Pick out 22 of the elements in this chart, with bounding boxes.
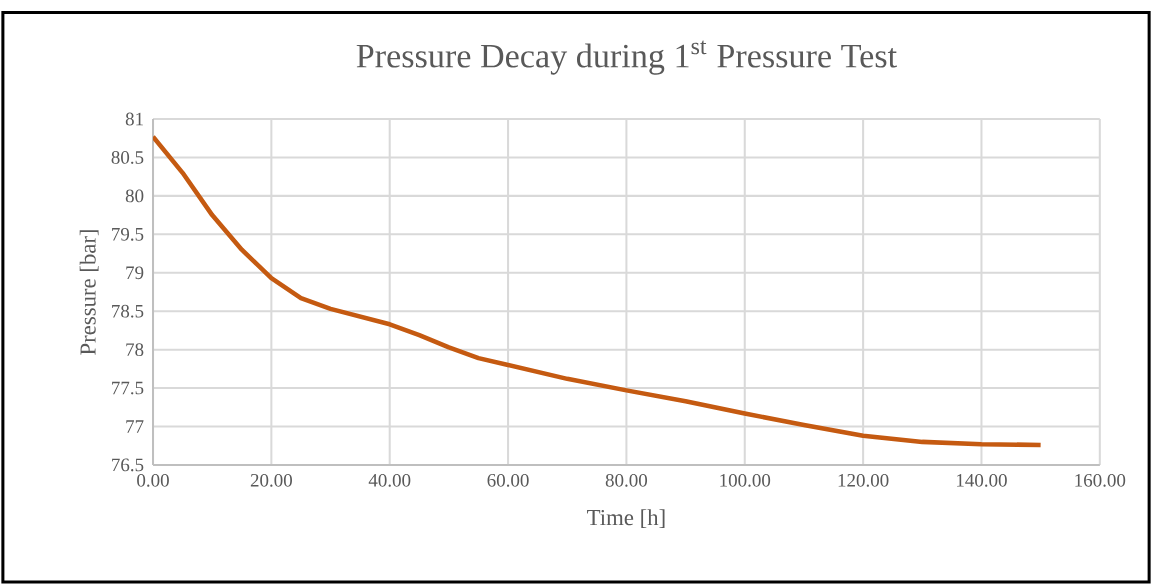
y-tick-label: 77 — [126, 420, 144, 433]
y-tick-label: 76.5 — [112, 458, 144, 472]
y-tick-label: 80 — [125, 189, 144, 203]
y-tick-label: 79.5 — [112, 227, 144, 241]
x-tick-label: 100.00 — [720, 473, 771, 487]
x-tick-label: 160.00 — [1075, 473, 1126, 487]
y-tick-label: 77.5 — [112, 381, 144, 395]
x-tick-label: 0.00 — [137, 473, 169, 487]
y-axis-title: Pressure [bar] — [79, 230, 99, 355]
x-tick-label: 120.00 — [838, 473, 889, 487]
x-tick-label: 80.00 — [605, 473, 648, 487]
x-axis-title: Time [h] — [587, 509, 665, 529]
y-tick-label: 81 — [125, 112, 143, 126]
y-tick-label: 79 — [126, 266, 144, 280]
chart-title: Pressure Decay during 1$^{st}$ Pressure Test — [356, 40, 897, 75]
y-tick-label: 78 — [126, 343, 144, 357]
x-tick-label: 140.00 — [957, 473, 1007, 487]
x-tick-label: 40.00 — [368, 473, 411, 487]
y-tick-label: 78.5 — [112, 304, 144, 318]
x-tick-label: 20.00 — [250, 473, 292, 487]
y-tick-label: 80.5 — [111, 151, 144, 164]
x-tick-label: 60.00 — [487, 473, 529, 487]
